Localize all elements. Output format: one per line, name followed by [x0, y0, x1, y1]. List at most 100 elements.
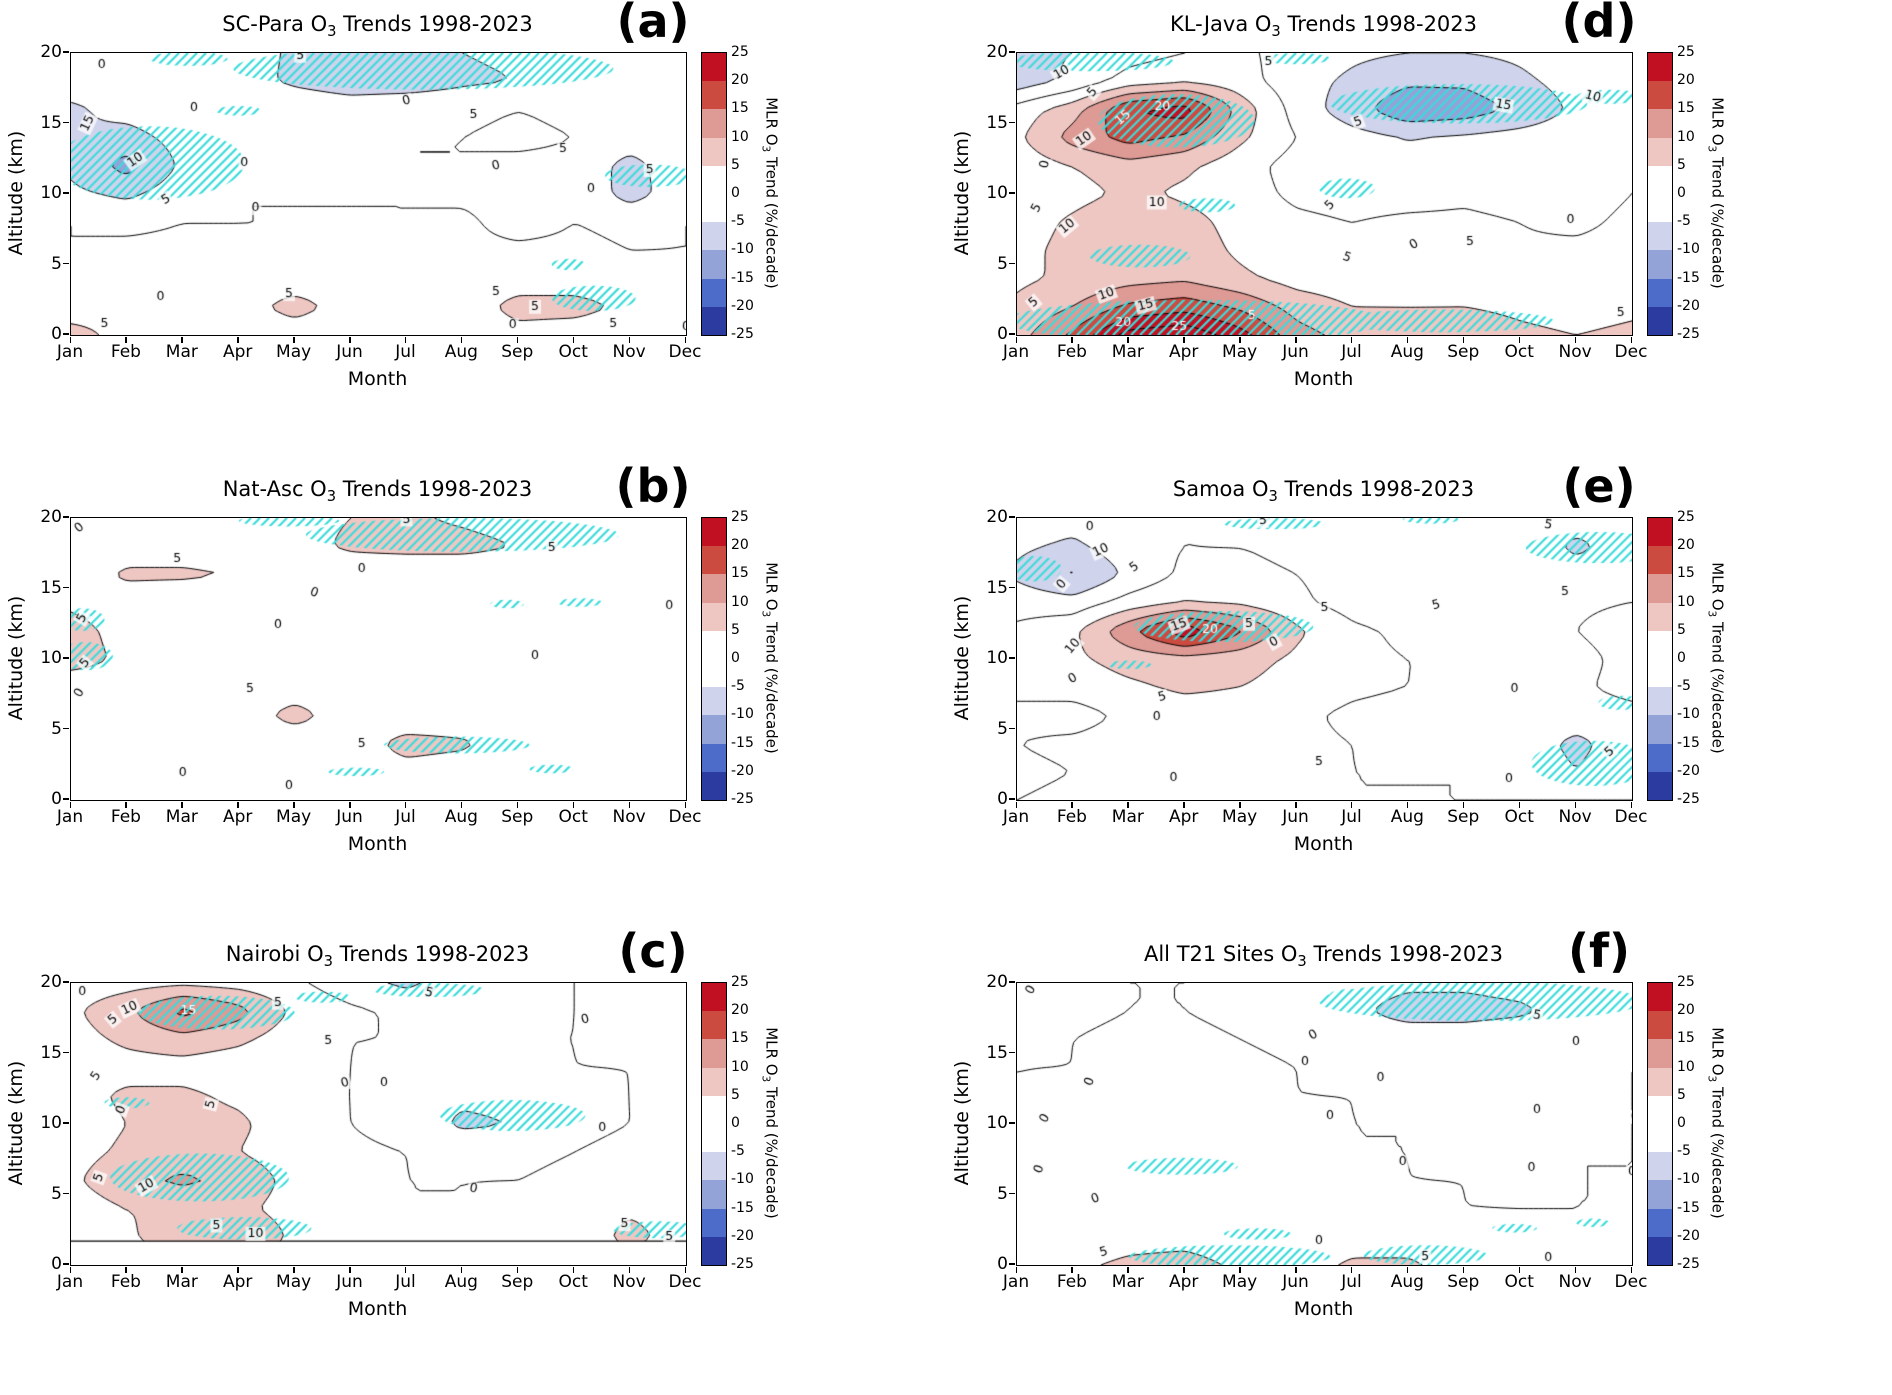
- x-tick-label: Jul: [395, 807, 416, 827]
- x-tick-mark: [181, 337, 183, 343]
- y-tick-mark: [1009, 121, 1015, 124]
- panel-f: All T21 Sites O3 Trends 1998-2023 (f) Al…: [946, 924, 1892, 1395]
- panel-letter: (a): [616, 0, 690, 48]
- y-axis-label: Altitude (km): [951, 1060, 973, 1186]
- x-tick-label: Oct: [1504, 342, 1534, 362]
- colorbar-tick-label: 10: [1677, 1058, 1695, 1075]
- colorbar-cell: [702, 53, 726, 82]
- x-tick-label: Jun: [336, 1272, 363, 1292]
- x-tick-label: Jun: [1282, 342, 1309, 362]
- x-tick-mark: [349, 802, 351, 808]
- panel-letter: (d): [1561, 0, 1637, 48]
- panel-e: Samoa O3 Trends 1998-2023 (e) Altitude (…: [946, 459, 1892, 930]
- colorbar-tick-label: 25: [731, 974, 749, 990]
- y-tick-mark: [63, 262, 69, 265]
- colorbar-tick-label: -10: [1677, 1171, 1700, 1188]
- x-tick-label: Jan: [1002, 807, 1030, 827]
- colorbar-cell: [1648, 1011, 1672, 1040]
- x-tick-mark: [516, 337, 519, 343]
- colorbar-cell: [1648, 1067, 1672, 1096]
- x-tick-label: Aug: [444, 1272, 478, 1292]
- x-tick-mark: [69, 1267, 71, 1273]
- y-axis-label: Altitude (km): [951, 130, 973, 256]
- colorbar-cell: [1648, 743, 1672, 772]
- x-tick-label: Aug: [1390, 342, 1424, 362]
- y-tick-label: 15: [40, 577, 62, 598]
- contour-plot: [70, 982, 687, 1266]
- panel-b: Nat-Asc O3 Trends 1998-2023 (b) Altitude…: [0, 459, 946, 930]
- x-tick-label: Nov: [612, 342, 646, 362]
- x-axis-label: Month: [347, 1298, 408, 1320]
- x-tick-mark: [404, 337, 407, 343]
- x-tick-mark: [1406, 337, 1409, 343]
- colorbar-cell: [1648, 602, 1672, 631]
- colorbar-tick-label: 20: [731, 1002, 749, 1019]
- x-tick-mark: [1574, 802, 1577, 808]
- panel-letter: (b): [615, 459, 691, 513]
- colorbar-tick-label: 20: [1677, 537, 1695, 554]
- x-tick-mark: [1295, 337, 1297, 343]
- colorbar-tick-label: 10: [1677, 593, 1695, 610]
- colorbar-tick-label: -5: [731, 678, 745, 695]
- x-tick-mark: [1127, 802, 1129, 808]
- colorbar-tick-label: 25: [1677, 974, 1695, 990]
- colorbar-tick-label: -20: [1677, 1227, 1700, 1244]
- x-tick-mark: [1295, 802, 1297, 808]
- x-tick-mark: [125, 802, 127, 808]
- colorbar-cell: [702, 630, 726, 659]
- x-tick-label: Oct: [1504, 1272, 1534, 1292]
- colorbar-tick-label: 5: [731, 1086, 740, 1103]
- colorbar-tick-label: 25: [731, 44, 749, 60]
- y-tick-label: 5: [51, 253, 62, 274]
- x-axis-label: Month: [1293, 368, 1354, 390]
- colorbar-tick-label: 5: [1677, 1086, 1686, 1103]
- colorbar: [1647, 52, 1673, 336]
- colorbar-cell: [702, 1123, 726, 1153]
- colorbar-cell: [1648, 1208, 1672, 1237]
- x-tick-label: May: [1222, 342, 1258, 362]
- y-axis-label: Altitude (km): [5, 130, 27, 256]
- y-tick-label: 10: [986, 648, 1008, 668]
- colorbar-cell: [1648, 574, 1672, 603]
- panel-title: KL-Java O3 Trends 1998-2023: [1169, 12, 1478, 41]
- x-tick-label: Mar: [1111, 807, 1144, 827]
- colorbar-tick-label: 0: [731, 650, 740, 666]
- colorbar-cell: [1648, 81, 1672, 110]
- colorbar-tick-label: -10: [731, 706, 754, 723]
- colorbar-cell: [1648, 1039, 1672, 1068]
- x-tick-mark: [1127, 337, 1129, 343]
- contour-plot: [1016, 517, 1633, 801]
- colorbar-cell: [702, 771, 726, 800]
- colorbar-tick-label: -15: [1677, 269, 1700, 286]
- colorbar-label: MLR O3 Trend (%/decade): [1705, 1027, 1727, 1219]
- colorbar-cell: [702, 1236, 726, 1265]
- x-tick-mark: [628, 1267, 631, 1273]
- colorbar-label: MLR O3 Trend (%/decade): [1705, 97, 1727, 289]
- y-tick-mark: [63, 516, 69, 518]
- y-tick-mark: [63, 333, 69, 335]
- colorbar-cell: [702, 574, 726, 603]
- x-tick-mark: [404, 802, 407, 808]
- x-tick-label: Aug: [444, 807, 478, 827]
- colorbar-cell: [702, 1011, 726, 1040]
- contour-plot: [1016, 52, 1633, 336]
- y-tick-mark: [1009, 1192, 1015, 1195]
- x-tick-mark: [1127, 1267, 1129, 1273]
- colorbar-cell: [702, 137, 726, 166]
- colorbar-tick-label: -15: [1677, 734, 1700, 751]
- colorbar-cell: [1648, 546, 1672, 575]
- colorbar-tick-label: 25: [1677, 509, 1695, 525]
- x-axis-label: Month: [347, 368, 408, 390]
- x-axis-label: Month: [1293, 1298, 1354, 1320]
- colorbar-cell: [702, 1152, 726, 1181]
- y-tick-mark: [1009, 1122, 1015, 1124]
- colorbar-cell: [702, 983, 726, 1012]
- x-tick-mark: [69, 802, 71, 808]
- x-tick-mark: [1406, 802, 1409, 808]
- y-tick-label: 10: [40, 183, 62, 203]
- y-tick-label: 10: [986, 183, 1008, 203]
- colorbar-tick-label: 5: [1677, 621, 1686, 638]
- y-tick-mark: [63, 1263, 69, 1265]
- x-tick-mark: [1183, 337, 1185, 343]
- x-tick-mark: [181, 802, 183, 808]
